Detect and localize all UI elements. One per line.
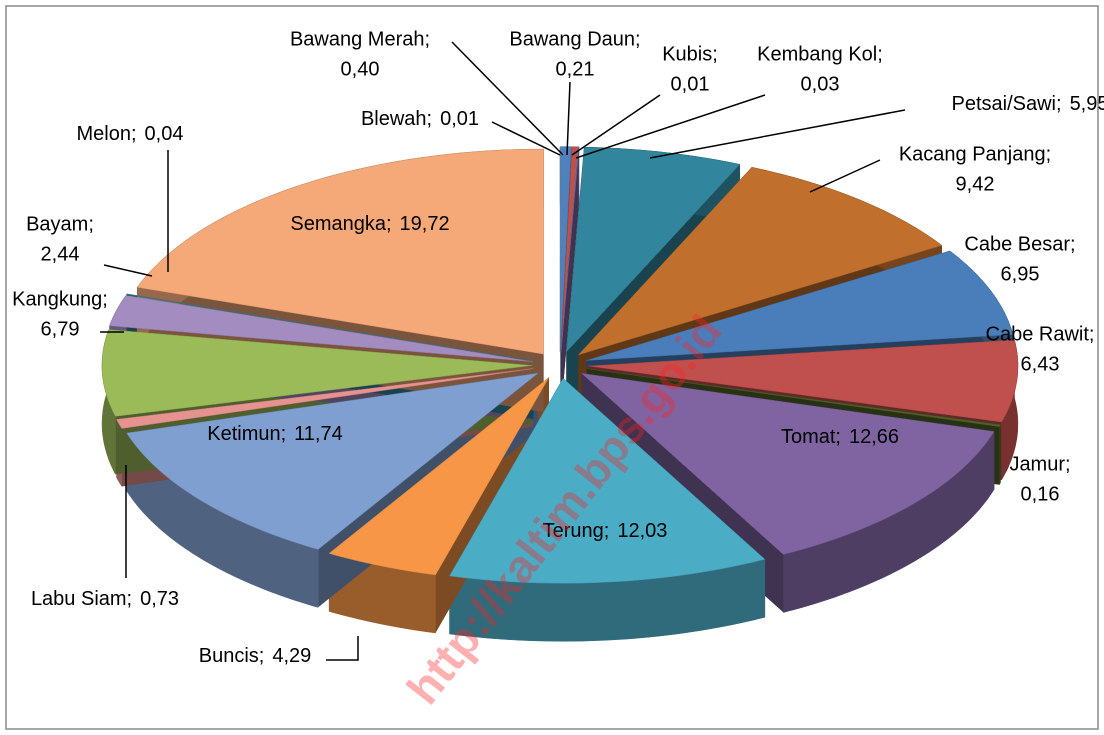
value-label: 12,66	[849, 426, 899, 448]
category-label: Cabe Rawit;	[986, 323, 1095, 345]
value-label: 5,95	[1070, 93, 1104, 115]
leader-line	[566, 81, 571, 156]
slice	[449, 377, 766, 584]
slice	[560, 146, 580, 352]
category-label: Bawang Merah;	[290, 28, 430, 50]
category-label: Kangkung;	[12, 288, 108, 310]
slice-label: Terung; 12,03	[543, 520, 668, 542]
slice	[580, 373, 995, 555]
value-label: 0,01	[671, 73, 710, 95]
category-label: Cabe Besar;	[964, 233, 1075, 255]
slice-cut-face	[561, 146, 579, 410]
slice	[587, 339, 1019, 423]
leader-line	[451, 41, 564, 156]
leader-line	[103, 264, 153, 277]
value-label: 4,29	[272, 645, 311, 667]
value-label: 0,21	[556, 58, 595, 80]
labels: Blewah; 0,01 Bawang Merah; 0,40 Bawang Daun;…	[12, 28, 1104, 667]
value-label: 6,43	[1021, 353, 1060, 375]
value-label: 9,42	[956, 173, 995, 195]
slice-label: Ketimun; 11,74	[207, 423, 343, 445]
slice-label: Buncis; 4,29	[199, 645, 312, 667]
category-label: Buncis;	[199, 645, 265, 667]
slice	[328, 377, 550, 576]
value-label: 0,73	[140, 588, 179, 610]
value-label: 6,79	[41, 318, 80, 340]
slice-label: Labu Siam; 0,73	[31, 588, 179, 610]
value-label: 19,72	[400, 213, 450, 235]
value-label: 0,01	[440, 108, 479, 130]
category-label: Petsai/Sawi;	[952, 93, 1062, 115]
slice	[109, 295, 533, 362]
slice	[126, 293, 534, 361]
slice	[586, 250, 1014, 361]
leader-line	[571, 94, 661, 156]
slice-label: Tomat; 12,66	[781, 426, 899, 448]
leader-line	[326, 636, 359, 661]
slice	[577, 167, 943, 356]
category-label: Semangka;	[290, 213, 391, 235]
value-label: 0,40	[341, 58, 380, 80]
category-label: Kembang Kol;	[757, 43, 883, 65]
slice-wall	[999, 423, 1001, 486]
slice	[126, 372, 539, 550]
leader-line	[809, 159, 881, 193]
category-label: Labu Siam;	[31, 588, 132, 610]
slice	[586, 368, 1001, 427]
category-label: Bawang Daun;	[509, 28, 640, 50]
category-label: Kubis;	[662, 43, 718, 65]
slice-label: Blewah; 0,01	[361, 108, 479, 130]
slice-label: Semangka; 19,72	[290, 213, 449, 235]
value-label: 6,95	[1001, 263, 1040, 285]
category-label: Blewah;	[361, 108, 432, 130]
slice-label: Petsai/Sawi; 5,95	[952, 93, 1104, 115]
category-label: Terung;	[543, 520, 610, 542]
value-label: 12,03	[617, 520, 667, 542]
category-label: Melon;	[77, 123, 137, 145]
category-label: Bayam;	[26, 213, 94, 235]
value-label: 11,74	[294, 423, 343, 445]
category-label: Kacang Panjang;	[899, 143, 1051, 165]
category-label: Ketimun;	[207, 423, 286, 445]
slice	[116, 368, 534, 429]
leader-line	[649, 109, 906, 159]
value-label: 0,16	[1021, 483, 1060, 505]
leader-line	[575, 94, 766, 159]
slice-label: Melon; 0,04	[77, 123, 184, 145]
leader-line	[491, 121, 561, 156]
slice	[101, 329, 533, 417]
value-label: 0,03	[801, 73, 840, 95]
category-label: Jamur;	[1009, 453, 1070, 475]
slice	[136, 148, 544, 355]
value-label: 0,04	[145, 123, 184, 145]
category-label: Tomat;	[781, 426, 841, 448]
value-label: 2,44	[41, 243, 80, 265]
slice	[560, 146, 572, 352]
pie-tops	[101, 146, 1019, 584]
